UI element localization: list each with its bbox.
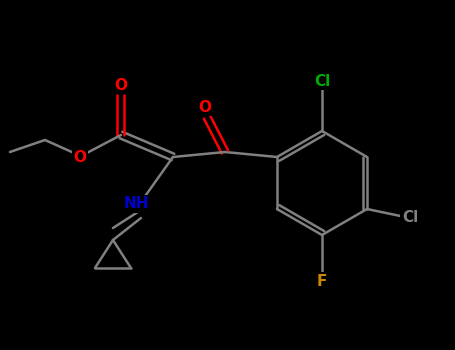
Text: F: F [317, 273, 327, 288]
Text: O: O [73, 149, 86, 164]
Text: O: O [115, 77, 127, 92]
Text: Cl: Cl [402, 210, 418, 224]
Text: Cl: Cl [314, 74, 330, 89]
Text: O: O [198, 99, 212, 114]
Text: NH: NH [123, 196, 149, 211]
